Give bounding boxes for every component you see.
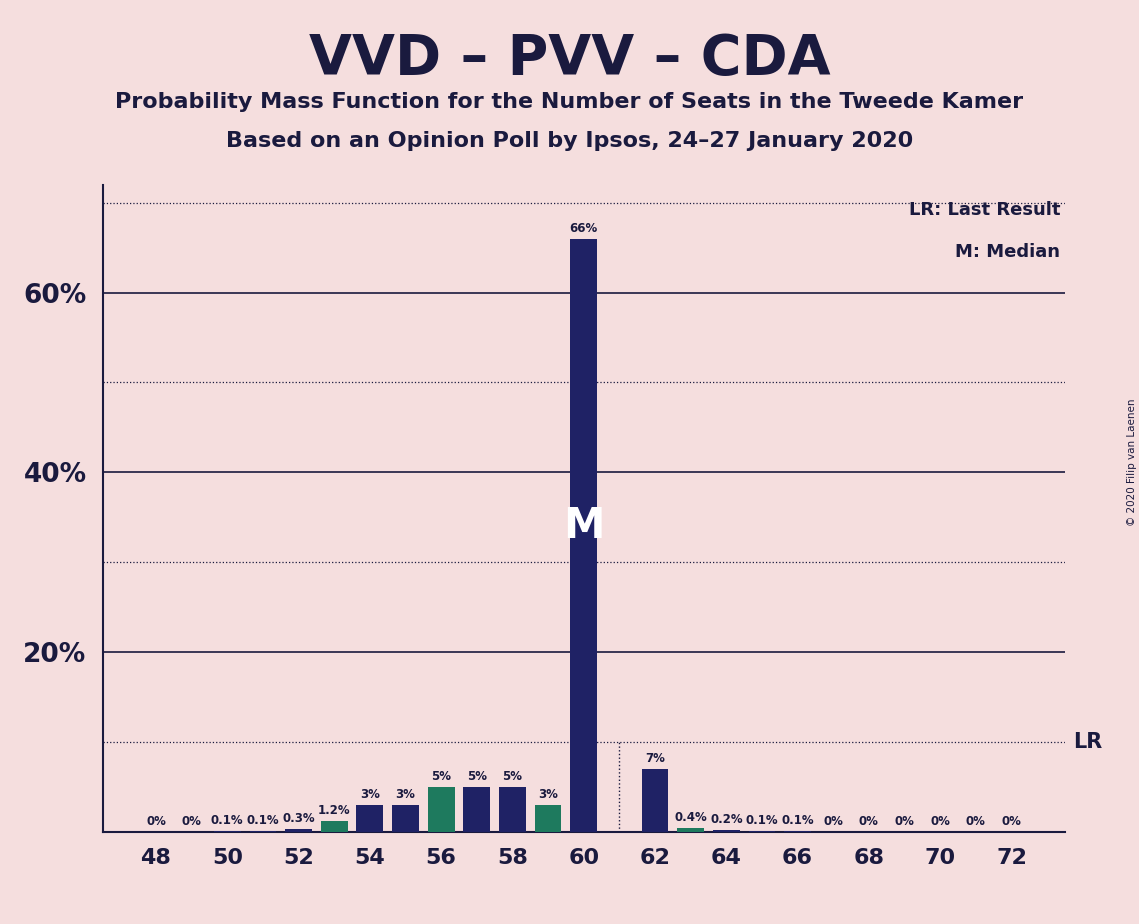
Bar xyxy=(285,829,312,832)
Text: 0%: 0% xyxy=(894,816,915,829)
Text: 5%: 5% xyxy=(432,770,451,784)
Text: 0.1%: 0.1% xyxy=(211,814,244,827)
Text: © 2020 Filip van Laenen: © 2020 Filip van Laenen xyxy=(1126,398,1137,526)
Text: 7%: 7% xyxy=(645,752,665,765)
Text: 0%: 0% xyxy=(1001,816,1022,829)
Text: 0.1%: 0.1% xyxy=(247,814,279,827)
Text: LR: Last Result: LR: Last Result xyxy=(909,201,1060,219)
Bar xyxy=(571,238,597,832)
Bar xyxy=(392,805,419,832)
Bar xyxy=(678,828,704,832)
Text: LR: LR xyxy=(1073,732,1103,752)
Bar xyxy=(499,786,526,832)
Text: 3%: 3% xyxy=(538,788,558,801)
Text: 5%: 5% xyxy=(502,770,523,784)
Bar xyxy=(321,821,347,832)
Text: 0%: 0% xyxy=(823,816,843,829)
Text: VVD – PVV – CDA: VVD – PVV – CDA xyxy=(309,32,830,86)
Text: 0.1%: 0.1% xyxy=(781,814,814,827)
Text: 5%: 5% xyxy=(467,770,486,784)
Bar xyxy=(534,805,562,832)
Text: 0.3%: 0.3% xyxy=(282,812,314,825)
Text: M: M xyxy=(563,505,605,547)
Text: 3%: 3% xyxy=(360,788,379,801)
Text: 0%: 0% xyxy=(966,816,985,829)
Text: M: Median: M: Median xyxy=(956,243,1060,261)
Text: 3%: 3% xyxy=(395,788,416,801)
Text: 0.4%: 0.4% xyxy=(674,811,707,824)
Text: 1.2%: 1.2% xyxy=(318,804,351,817)
Bar xyxy=(713,830,739,832)
Text: Probability Mass Function for the Number of Seats in the Tweede Kamer: Probability Mass Function for the Number… xyxy=(115,92,1024,113)
Text: 0%: 0% xyxy=(146,816,166,829)
Text: 0%: 0% xyxy=(182,816,202,829)
Text: 0%: 0% xyxy=(931,816,950,829)
Text: Based on an Opinion Poll by Ipsos, 24–27 January 2020: Based on an Opinion Poll by Ipsos, 24–27… xyxy=(226,131,913,152)
Bar xyxy=(357,805,383,832)
Text: 0%: 0% xyxy=(859,816,879,829)
Text: 66%: 66% xyxy=(570,222,598,235)
Bar xyxy=(641,769,669,832)
Bar xyxy=(464,786,490,832)
Text: 0.2%: 0.2% xyxy=(710,813,743,826)
Bar xyxy=(428,786,454,832)
Text: 0.1%: 0.1% xyxy=(746,814,778,827)
